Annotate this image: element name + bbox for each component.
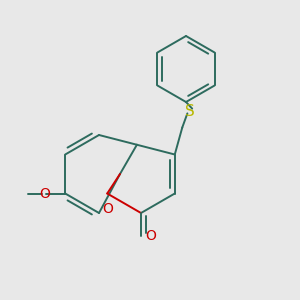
Text: O: O: [40, 187, 51, 200]
Text: S: S: [185, 103, 195, 118]
Text: O: O: [145, 229, 156, 242]
Text: O: O: [102, 202, 113, 216]
